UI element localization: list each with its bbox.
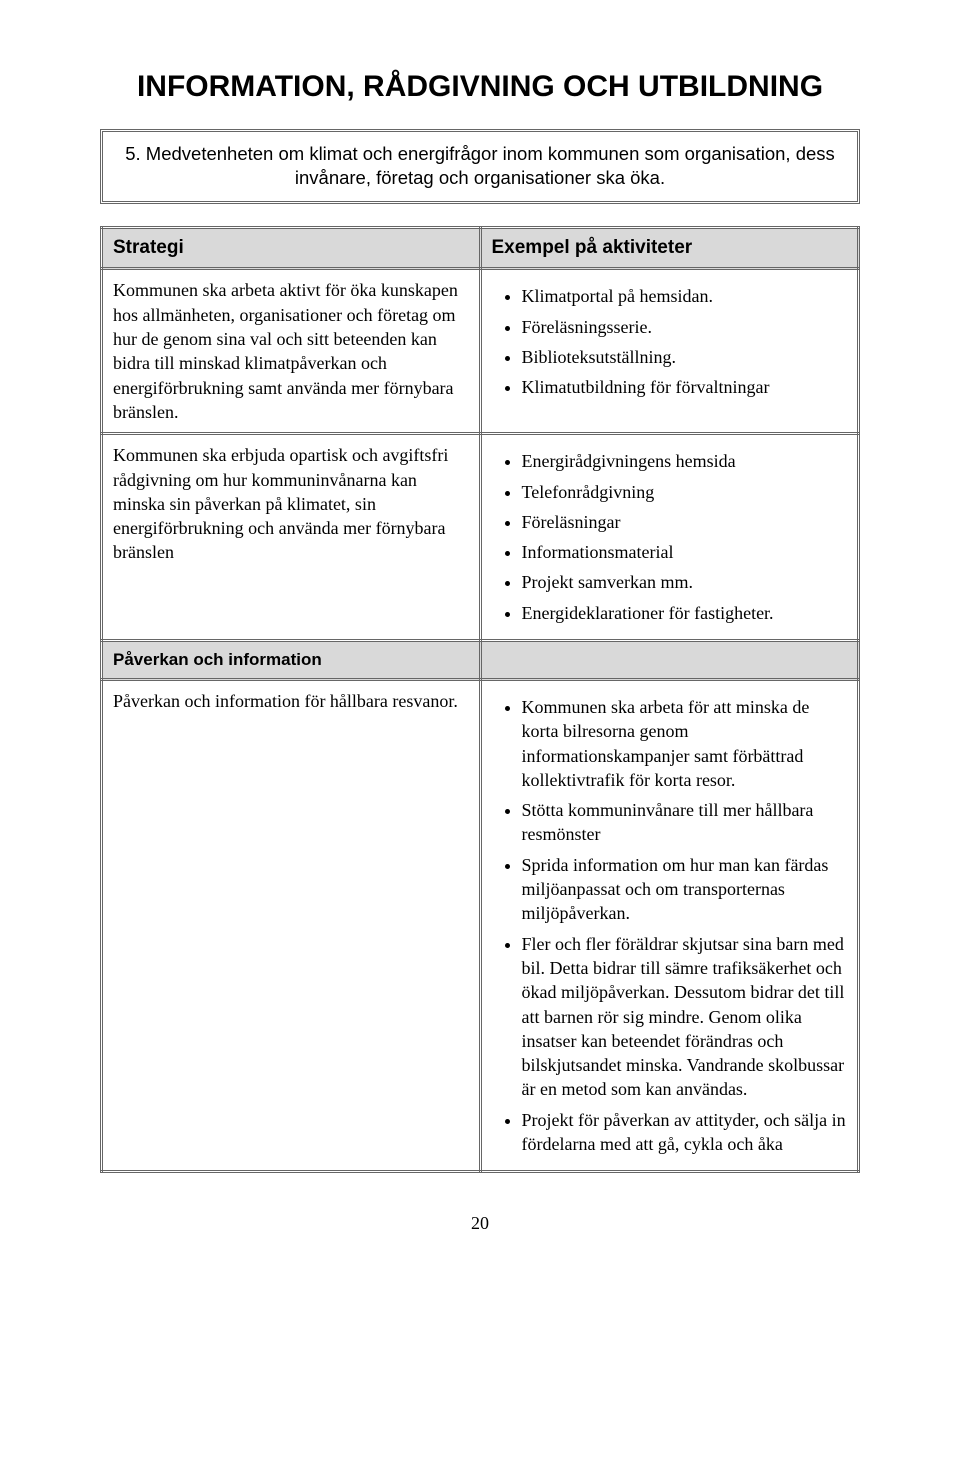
activities-cell: Energirådgivningens hemsida Telefonrådgi… xyxy=(480,434,859,641)
list-item: Fler och fler föräldrar skjutsar sina ba… xyxy=(522,932,848,1102)
list-item: Projekt samverkan mm. xyxy=(522,570,848,594)
list-item: Klimatportal på hemsidan. xyxy=(522,284,848,308)
header-exempel: Exempel på aktiviteter xyxy=(480,228,859,269)
table-row: Kommunen ska erbjuda opartisk och avgift… xyxy=(102,434,859,641)
list-item: Informationsmaterial xyxy=(522,540,848,564)
list-item: Energirådgivningens hemsida xyxy=(522,449,848,473)
list-item: Klimatutbildning för förvaltningar xyxy=(522,375,848,399)
strategy-table: Strategi Exempel på aktiviteter Kommunen… xyxy=(100,226,860,1173)
table-row: Kommunen ska arbeta aktivt för öka kunsk… xyxy=(102,269,859,434)
document-page: INFORMATION, RÅDGIVNING OCH UTBILDNING 5… xyxy=(0,0,960,1484)
section-header-empty xyxy=(480,641,859,680)
page-title: INFORMATION, RÅDGIVNING OCH UTBILDNING xyxy=(100,70,860,105)
list-item: Telefonrådgivning xyxy=(522,480,848,504)
list-item: Sprida information om hur man kan färdas… xyxy=(522,853,848,926)
table-header-row: Strategi Exempel på aktiviteter xyxy=(102,228,859,269)
list-item: Projekt för påverkan av attityder, och s… xyxy=(522,1108,848,1157)
section-row: Påverkan och information xyxy=(102,641,859,680)
list-item: Kommunen ska arbeta för att minska de ko… xyxy=(522,695,848,792)
header-strategi: Strategi xyxy=(102,228,481,269)
list-item: Energideklarationer för fastigheter. xyxy=(522,601,848,625)
strategy-cell: Kommunen ska arbeta aktivt för öka kunsk… xyxy=(102,269,481,434)
activities-cell: Klimatportal på hemsidan. Föreläsningsse… xyxy=(480,269,859,434)
table-row: Påverkan och information för hållbara re… xyxy=(102,680,859,1172)
page-number: 20 xyxy=(100,1213,860,1234)
list-item: Föreläsningsserie. xyxy=(522,315,848,339)
list-item: Biblioteksutställning. xyxy=(522,345,848,369)
activities-cell: Kommunen ska arbeta för att minska de ko… xyxy=(480,680,859,1172)
strategy-cell: Kommunen ska erbjuda opartisk och avgift… xyxy=(102,434,481,641)
list-item: Stötta kommuninvånare till mer hållbara … xyxy=(522,798,848,847)
list-item: Föreläsningar xyxy=(522,510,848,534)
strategy-cell: Påverkan och information för hållbara re… xyxy=(102,680,481,1172)
section-header: Påverkan och information xyxy=(102,641,481,680)
intro-box: 5. Medvetenheten om klimat och energifrå… xyxy=(100,129,860,205)
